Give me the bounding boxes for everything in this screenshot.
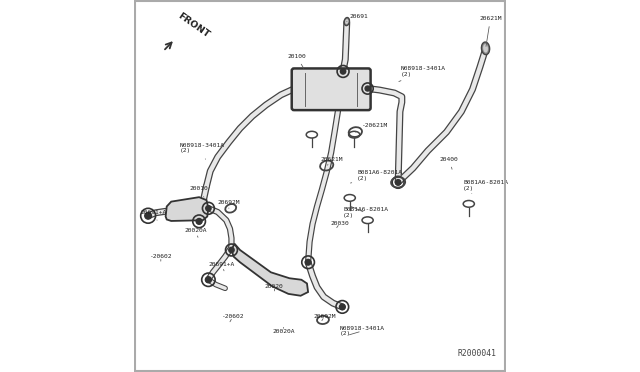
Text: 20692M: 20692M <box>314 314 336 321</box>
Text: 20621M: 20621M <box>479 16 502 46</box>
Text: 20691: 20691 <box>347 14 369 22</box>
Ellipse shape <box>345 19 349 24</box>
Text: N08918-3401A
(2): N08918-3401A (2) <box>399 66 446 81</box>
Ellipse shape <box>481 42 490 55</box>
Text: B081A6-8201A
(2): B081A6-8201A (2) <box>351 170 402 183</box>
Text: 20692M: 20692M <box>218 200 240 208</box>
Text: 20691+A: 20691+A <box>141 209 167 220</box>
Text: N08918-3401A
(2): N08918-3401A (2) <box>179 142 225 159</box>
Circle shape <box>228 247 234 253</box>
Ellipse shape <box>483 44 488 52</box>
Circle shape <box>396 180 401 185</box>
Text: 20030: 20030 <box>330 221 349 228</box>
Text: 20400: 20400 <box>440 157 458 169</box>
Ellipse shape <box>344 17 349 26</box>
Text: -20602: -20602 <box>221 314 244 322</box>
Text: FRONT: FRONT <box>175 12 211 40</box>
Circle shape <box>340 69 346 74</box>
Circle shape <box>205 277 211 283</box>
Text: 20691+A: 20691+A <box>209 262 235 271</box>
Circle shape <box>365 86 370 91</box>
Circle shape <box>145 212 152 219</box>
Text: 20010: 20010 <box>189 186 208 197</box>
Text: R2000041: R2000041 <box>458 349 497 358</box>
Text: B081A6-8201A
(2): B081A6-8201A (2) <box>343 206 388 218</box>
Circle shape <box>305 259 311 265</box>
Text: -20621M: -20621M <box>355 123 388 132</box>
Text: 20100: 20100 <box>287 54 306 68</box>
Circle shape <box>339 304 345 310</box>
Text: 20020: 20020 <box>265 284 284 291</box>
Polygon shape <box>232 244 308 296</box>
Text: B081A6-8201A
(2): B081A6-8201A (2) <box>463 180 508 193</box>
Circle shape <box>196 218 202 224</box>
Circle shape <box>205 206 211 211</box>
FancyBboxPatch shape <box>292 68 371 110</box>
Text: 20020A: 20020A <box>273 327 295 334</box>
Text: 20621M: 20621M <box>321 157 343 165</box>
Polygon shape <box>166 197 209 221</box>
Text: 20020A: 20020A <box>184 228 207 237</box>
Text: -20602: -20602 <box>150 254 172 261</box>
Text: N08918-3401A
(2): N08918-3401A (2) <box>339 326 385 337</box>
